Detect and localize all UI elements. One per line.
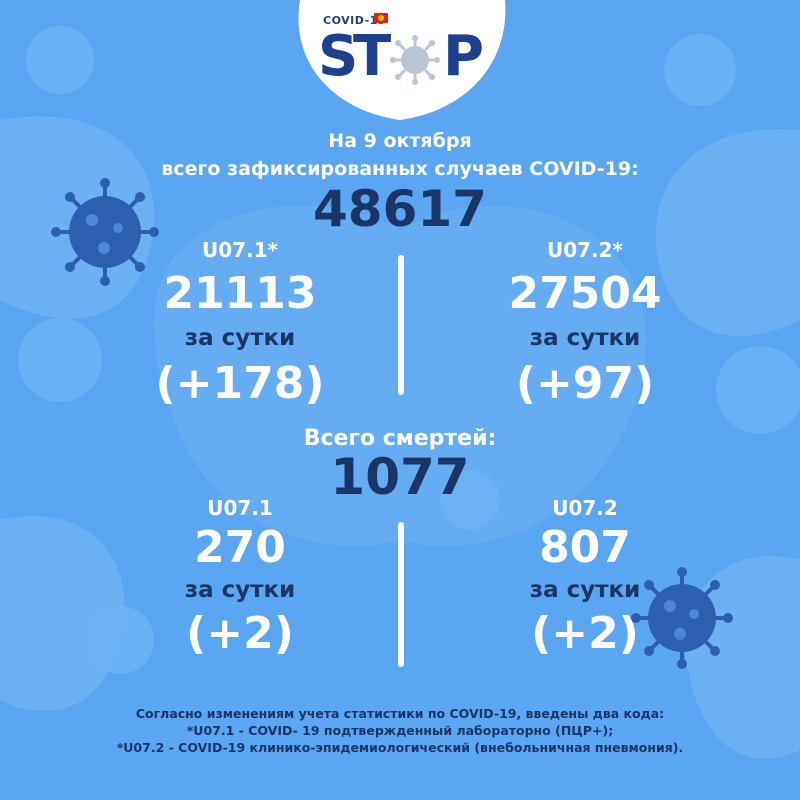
total-cases-value: 48617 [313, 180, 487, 238]
deaths-right-code: U07.2 [552, 496, 618, 520]
cases-left-day-value: (+178) [155, 358, 325, 409]
cases-left-code: U07.1* [201, 238, 279, 262]
virus-icon [631, 567, 733, 669]
virus-icon [51, 178, 159, 286]
cases-left-day-label: за сутки [184, 325, 296, 351]
deaths-right-day-value: (+2) [531, 608, 639, 659]
cases-right-code: U07.2* [546, 238, 624, 262]
logo-letter-p: P [443, 24, 485, 89]
footnote-line-2: *U07.1 - COVID- 19 подтвержденный лабора… [186, 723, 614, 738]
logo-letter-t: T [353, 24, 392, 89]
deaths-total-value: 1077 [330, 448, 470, 506]
deaths-right-day-label: за сутки [529, 577, 641, 603]
logo: COVID-19 S T P [0, 0, 800, 130]
logo-caption: COVID-19 [323, 14, 386, 27]
deaths-label: Всего смертей: [303, 426, 497, 451]
deaths-left-day-value: (+2) [186, 608, 294, 659]
deaths-right-value: 807 [539, 522, 631, 573]
deaths-left-value: 270 [194, 522, 286, 573]
cases-left-value: 21113 [163, 268, 317, 319]
footnote-line-3: *U07.2 - COVID-19 клинико-эпидемиологиче… [116, 740, 684, 755]
deaths-left-day-label: за сутки [184, 577, 296, 603]
cases-right-value: 27504 [508, 268, 662, 319]
total-cases-label: всего зафиксированных случаев COVID-19: [161, 158, 639, 180]
date-line: На 9 октября [328, 130, 472, 152]
virus-icon [390, 35, 440, 85]
divider [398, 255, 404, 395]
footnote-line-1: Согласно изменениям учета статистики по … [135, 706, 665, 721]
logo-letter-s: S [318, 24, 359, 89]
cases-right-day-value: (+97) [515, 358, 655, 409]
deaths-left-code: U07.1 [207, 496, 273, 520]
divider [398, 522, 404, 667]
flag-icon [374, 13, 388, 23]
cases-right-day-label: за сутки [529, 325, 641, 351]
